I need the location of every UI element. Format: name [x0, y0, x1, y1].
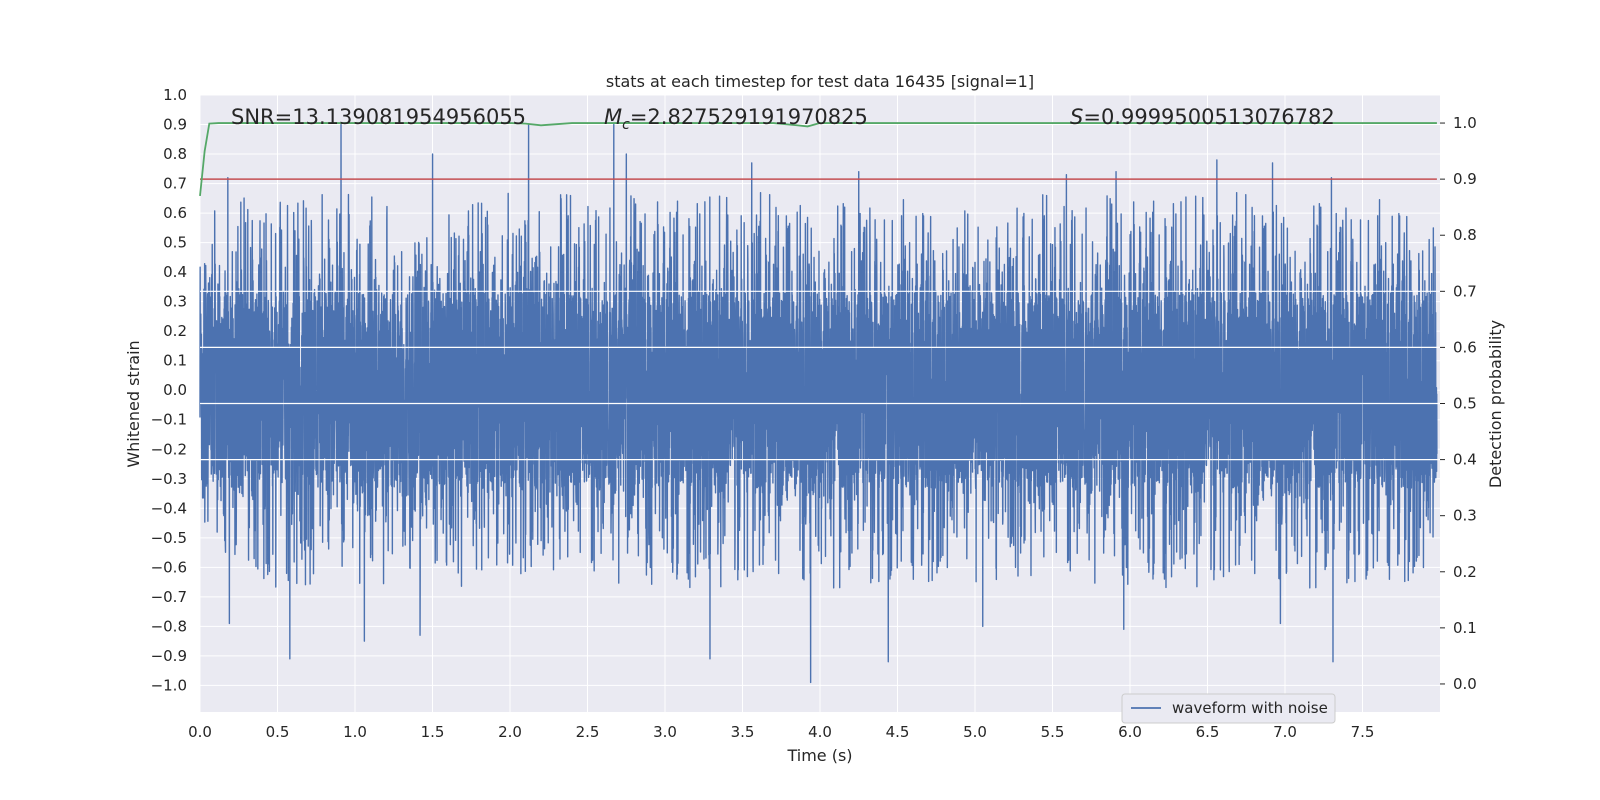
y2-tick-label: 0.6: [1453, 338, 1477, 356]
x-tick-label: 2.0: [498, 723, 522, 741]
chirp-mass-subscript: c: [622, 117, 630, 133]
y2-tick-label: 0.3: [1453, 507, 1477, 525]
data-marks: [199, 122, 1440, 684]
x-tick-label: 4.0: [808, 723, 832, 741]
x-tick-label: 4.5: [886, 723, 910, 741]
y-tick-label: 0.3: [163, 293, 187, 311]
y2-tick-label: 0.7: [1453, 282, 1477, 300]
y-tick-label: −1.0: [151, 676, 187, 694]
y-tick-label: −0.9: [151, 647, 187, 665]
y-tick-label: 0.6: [163, 204, 187, 222]
y-tick-label: −0.1: [151, 411, 187, 429]
chirp-mass-value: =2.827529191970825: [630, 105, 868, 129]
y-tick-label: 0.9: [163, 116, 187, 134]
x-tick-label: 7.5: [1351, 723, 1375, 741]
s-symbol: S: [1070, 105, 1083, 129]
x-tick-label: 0.5: [266, 723, 290, 741]
y-tick-label: 0.2: [163, 322, 187, 340]
waveform-line: [199, 123, 1438, 684]
y-tick-label: −0.6: [151, 558, 187, 576]
y-tick-label: −0.5: [151, 529, 187, 547]
s-annotation: S=0.9999500513076782: [1070, 105, 1335, 129]
x-tick-label: 7.0: [1273, 723, 1297, 741]
y-tick-label: −0.3: [151, 470, 187, 488]
y-tick-label: −0.4: [151, 499, 187, 517]
y2-tick-label: 0.0: [1453, 675, 1477, 693]
legend-label: waveform with noise: [1172, 699, 1328, 717]
chart-title: stats at each timestep for test data 164…: [606, 72, 1034, 91]
legend-box: [1121, 693, 1336, 724]
y-axis-label: Whitened strain: [124, 340, 143, 467]
x-tick-label: 6.5: [1196, 723, 1220, 741]
y-tick-label: −0.7: [151, 588, 187, 606]
y2-tick-label: 0.8: [1453, 226, 1477, 244]
snr-annotation: SNR=13.139081954956055: [231, 105, 526, 129]
x-tick-label: 3.0: [653, 723, 677, 741]
y2-tick-label: 0.9: [1453, 170, 1477, 188]
y2-axis-label: Detection probability: [1486, 320, 1505, 488]
x-tick-labels: 0.0 0.5 1.0 1.5 2.0 2.5 3.0 3.5 4.0 4.5 5.0 5.5 6.0 6…: [188, 723, 1374, 741]
x-tick-label: 1.5: [421, 723, 445, 741]
y-tick-label: 0.5: [163, 234, 187, 252]
y2-tick-label: 0.1: [1453, 619, 1477, 637]
x-tick-label: 3.5: [731, 723, 755, 741]
chirp-mass-annotation: Mc=2.827529191970825: [604, 105, 868, 133]
y2-tick-label: 0.4: [1453, 451, 1477, 469]
x-tick-label: 0.0: [188, 723, 212, 741]
y2-tick-label: 1.0: [1453, 114, 1477, 132]
x-tick-label: 2.5: [576, 723, 600, 741]
y-tick-label: −0.2: [151, 440, 187, 458]
y-tick-label: 0.7: [163, 175, 187, 193]
x-tick-label: 6.0: [1118, 723, 1142, 741]
y-tick-label: −0.8: [151, 617, 187, 635]
y-tick-label: 0.0: [163, 381, 187, 399]
x-tick-label: 1.0: [343, 723, 367, 741]
y-tick-label: 0.4: [163, 263, 187, 281]
chirp-mass-symbol: M: [604, 105, 622, 129]
x-tick-label: 5.0: [963, 723, 987, 741]
x-tick-label: 5.5: [1041, 723, 1065, 741]
s-value: =0.9999500513076782: [1083, 105, 1334, 129]
y-tick-label: 0.1: [163, 352, 187, 370]
y2-tick-label: 0.5: [1453, 395, 1477, 413]
y-tick-label: 0.8: [163, 145, 187, 163]
y2-tick-label: 0.2: [1453, 563, 1477, 581]
left-tick-labels: 1.0 0.9 0.8 0.7 0.6 0.5 0.4 0.3 0.2 0.1 0.0 −0.1 −0.…: [151, 86, 187, 694]
detection-probability-line: [199, 122, 1437, 197]
right-tick-labels: 1.0 0.9 0.8 0.7 0.6 0.5 0.4 0.3 0.2 0.1 0.0: [1440, 114, 1477, 693]
x-axis-label: Time (s): [786, 746, 852, 765]
y-tick-label: 1.0: [163, 86, 187, 104]
legend: waveform with noise: [1121, 693, 1336, 724]
